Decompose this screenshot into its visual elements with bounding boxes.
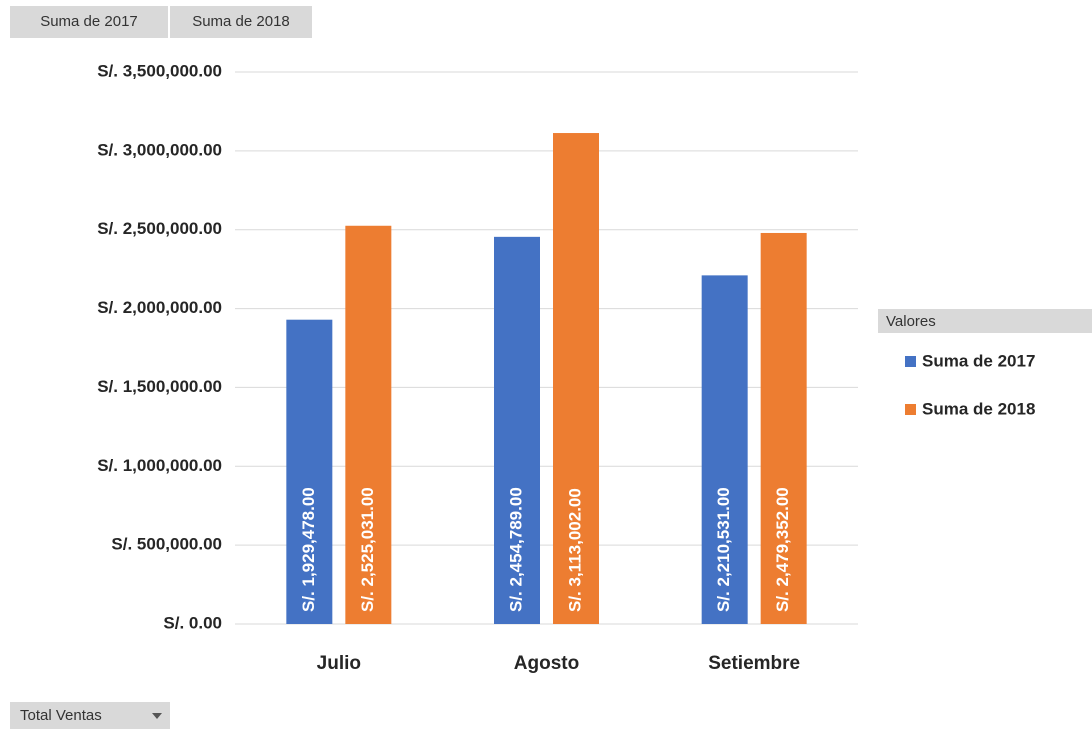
bar — [286, 319, 333, 624]
field-button-label: Suma de 2018 — [192, 13, 290, 30]
y-tick-label: S/. 3,000,000.00 — [97, 140, 222, 159]
y-tick-label: S/. 0.00 — [163, 613, 222, 632]
y-tick-label: S/. 1,000,000.00 — [97, 456, 222, 475]
x-tick-label: Julio — [317, 653, 361, 674]
legend-title: Valores — [886, 313, 936, 330]
data-label: S/. 2,525,031.00 — [358, 487, 377, 612]
y-tick-label: S/. 3,500,000.00 — [97, 61, 222, 80]
data-label: S/. 2,479,352.00 — [773, 487, 792, 612]
bar — [701, 275, 748, 624]
field-button[interactable] — [170, 6, 312, 38]
dropdown-arrow[interactable] — [152, 713, 162, 719]
x-tick-label: Agosto — [514, 653, 579, 674]
y-tick-label: S/. 2,000,000.00 — [97, 298, 222, 317]
axis-field-button-label: Total Ventas — [20, 707, 102, 724]
bar — [494, 236, 540, 624]
field-button[interactable] — [10, 6, 168, 38]
axis-field-button[interactable] — [10, 702, 170, 729]
legend-label: Suma de 2018 — [922, 399, 1035, 418]
legend-header — [878, 309, 1092, 333]
data-label: S/. 2,210,531.00 — [714, 487, 733, 612]
data-label: S/. 2,454,789.00 — [506, 487, 525, 612]
data-label: S/. 1,929,478.00 — [299, 487, 318, 612]
data-label: S/. 3,113,002.00 — [565, 488, 584, 612]
x-tick-label: Setiembre — [708, 653, 800, 674]
bar — [553, 133, 599, 625]
legend-swatch — [905, 356, 916, 367]
legend-swatch — [905, 404, 916, 415]
bar — [345, 225, 392, 624]
y-tick-label: S/. 2,500,000.00 — [97, 219, 222, 238]
field-button-label: Suma de 2017 — [40, 13, 138, 30]
bar — [760, 232, 807, 624]
legend-label: Suma de 2017 — [922, 351, 1035, 370]
y-tick-label: S/. 1,500,000.00 — [97, 377, 222, 396]
y-tick-label: S/. 500,000.00 — [111, 535, 222, 554]
